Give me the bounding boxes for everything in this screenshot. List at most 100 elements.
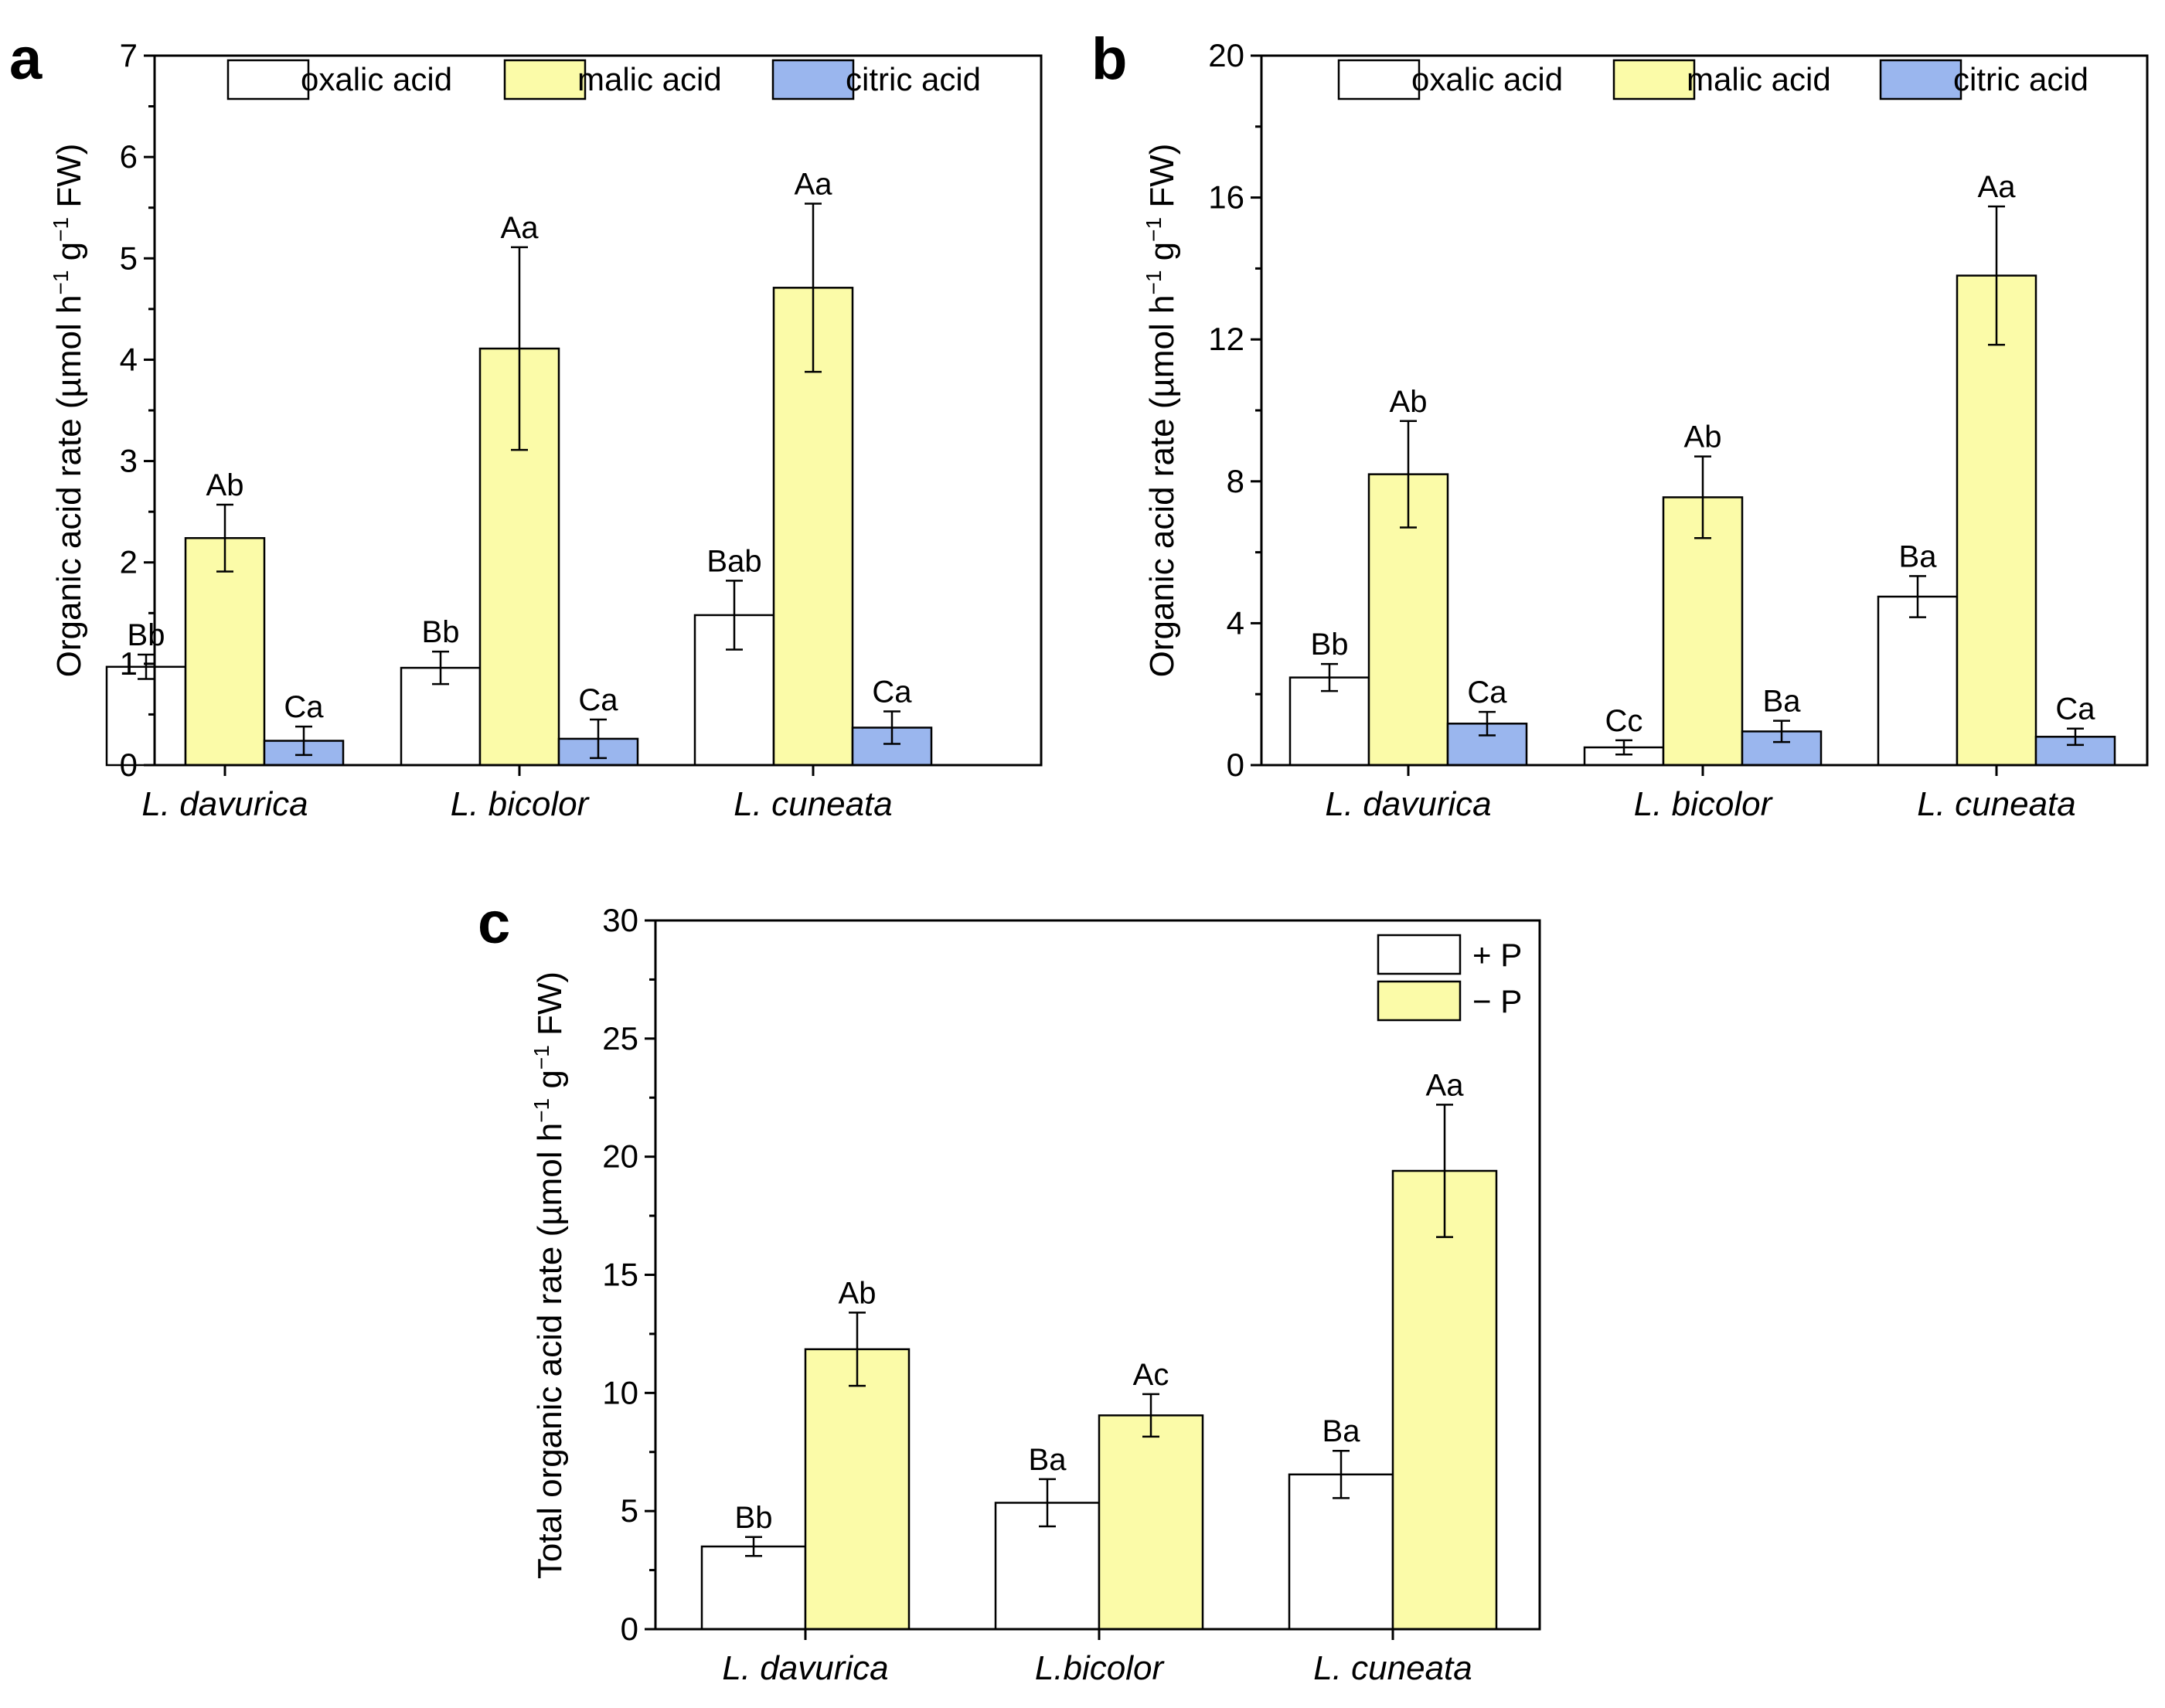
y-axis-title-superscript: −1 xyxy=(1142,217,1166,242)
panel-b-chart: b Bb Cc Ba Ab Ab Aa Ca Ba Ca 0 4 8 12 16 20 L. davurica L… xyxy=(1091,26,2149,823)
y-axis-title-superscript: −1 xyxy=(529,1045,553,1070)
significance-label: Aa xyxy=(501,211,540,245)
significance-label: Ca xyxy=(1467,675,1507,709)
panel-c-chart: c Bb Ba Ba Ab Ac Aa 0 5 10 15 20 25 30 L. davurica L.bi… xyxy=(478,890,1541,1687)
panel-a-chart: a Bb Bb Bab Ab Aa Aa Ca Ca Ca 0 1 2 3 4 5 6 7 L. davurica L… xyxy=(9,26,1043,823)
bar xyxy=(1662,496,1744,767)
legend-label: citric acid xyxy=(846,61,981,97)
x-category-label: L. bicolor xyxy=(1634,785,1774,823)
y-axis-title-part: FW) xyxy=(50,144,88,217)
y-tick-label: 0 xyxy=(621,1611,638,1647)
significance-label: Ba xyxy=(1322,1414,1361,1448)
y-axis-title-superscript: −1 xyxy=(49,270,73,295)
significance-label: Aa xyxy=(1426,1068,1465,1102)
significance-label: Bb xyxy=(1311,628,1349,662)
x-category-label: L. cuneata xyxy=(1313,1649,1472,1687)
legend-swatch xyxy=(226,59,310,100)
bar xyxy=(804,1348,911,1631)
y-axis-title-part: FW) xyxy=(1143,144,1181,217)
significance-label: Ba xyxy=(1899,539,1938,573)
significance-label: Ab xyxy=(1684,420,1722,454)
significance-label: Ac xyxy=(1133,1358,1169,1392)
bar xyxy=(1391,1169,1498,1631)
y-tick-label: 3 xyxy=(120,443,138,479)
panel-letter: c xyxy=(478,890,510,956)
bar xyxy=(700,1545,807,1631)
y-tick-label: 12 xyxy=(1208,321,1244,357)
y-tick-label: 1 xyxy=(120,645,138,682)
y-tick-label: 4 xyxy=(120,341,138,377)
y-axis-title: Organic acid rate (µmol h−1 g−1 FW) xyxy=(1142,144,1181,678)
y-tick-label: 16 xyxy=(1208,179,1244,216)
bar xyxy=(1956,274,2037,767)
x-category-label: L. cuneata xyxy=(734,785,893,823)
y-tick-label: 2 xyxy=(120,544,138,580)
legend-label: citric acid xyxy=(1953,61,2088,97)
y-tick-label: 5 xyxy=(120,240,138,276)
significance-label: Ca xyxy=(284,690,324,724)
legend-label: − P xyxy=(1472,983,1522,1019)
significance-label: Cc xyxy=(1605,704,1643,738)
bar xyxy=(1288,676,1370,767)
significance-label: Aa xyxy=(1978,170,2017,204)
y-tick-label: 6 xyxy=(120,138,138,175)
y-tick-label: 25 xyxy=(602,1020,638,1056)
y-tick-label: 15 xyxy=(602,1257,638,1293)
significance-label: Ab xyxy=(206,468,244,502)
y-axis-title-part: g xyxy=(50,242,88,270)
legend-label: + P xyxy=(1472,937,1522,973)
y-tick-label: 10 xyxy=(602,1374,638,1410)
x-category-label: L. bicolor xyxy=(451,785,591,823)
significance-label: Ba xyxy=(1763,685,1802,719)
significance-label: Ab xyxy=(1390,385,1428,419)
y-axis-title: Organic acid rate (µmol h−1 g−1 FW) xyxy=(49,144,88,678)
panel-letter: a xyxy=(9,26,43,92)
significance-label: Bb xyxy=(422,615,460,649)
x-category-label: L. cuneata xyxy=(1917,785,2076,823)
bar xyxy=(105,665,187,767)
y-axis-title-superscript: −1 xyxy=(529,1098,553,1123)
y-axis-title-part: Total organic acid rate (µmol h xyxy=(531,1123,569,1579)
y-tick-label: 20 xyxy=(1208,37,1244,73)
plot-frame xyxy=(153,54,1043,767)
legend-swatch xyxy=(1337,59,1421,100)
legend-swatch xyxy=(1377,934,1462,975)
bar xyxy=(1098,1414,1204,1631)
x-category-label: L. davurica xyxy=(1325,785,1491,823)
x-category-label: L. davurica xyxy=(722,1649,888,1687)
y-axis-title-part: Organic acid rate (µmol h xyxy=(1143,295,1181,678)
significance-label: Ba xyxy=(1029,1443,1067,1477)
significance-label: Bb xyxy=(128,618,165,652)
significance-label: Ca xyxy=(2055,692,2095,726)
x-category-label: L.bicolor xyxy=(1035,1649,1166,1687)
legend-swatch xyxy=(1377,980,1462,1022)
y-axis-title-part: g xyxy=(1143,242,1181,270)
panel-letter: b xyxy=(1091,26,1127,92)
legend-swatch xyxy=(771,59,855,100)
y-tick-label: 7 xyxy=(120,37,138,73)
significance-label: Ab xyxy=(839,1276,877,1310)
legend-swatch xyxy=(1879,59,1962,100)
legend-swatch xyxy=(503,59,587,100)
y-tick-label: 0 xyxy=(120,747,138,783)
y-axis-title-part: FW) xyxy=(531,971,569,1045)
y-axis-title-superscript: −1 xyxy=(49,217,73,242)
y-axis-title-superscript: −1 xyxy=(1142,270,1166,295)
significance-label: Ca xyxy=(578,683,618,717)
y-tick-label: 8 xyxy=(1227,463,1244,499)
legend-label: oxalic acid xyxy=(1411,61,1563,97)
y-tick-label: 20 xyxy=(602,1138,638,1175)
significance-label: Ca xyxy=(872,675,912,709)
legend-label: malic acid xyxy=(577,61,722,97)
significance-label: Aa xyxy=(795,167,833,201)
y-tick-label: 30 xyxy=(602,902,638,938)
y-tick-label: 4 xyxy=(1227,604,1244,641)
legend-label: malic acid xyxy=(1687,61,1831,97)
legend-swatch xyxy=(1612,59,1696,100)
y-axis-title: Total organic acid rate (µmol h−1 g−1 FW… xyxy=(529,971,569,1579)
significance-label: Bb xyxy=(735,1501,773,1535)
y-axis-title-part: Organic acid rate (µmol h xyxy=(50,295,88,678)
bar xyxy=(1877,595,1959,767)
x-category-label: L. davurica xyxy=(141,785,308,823)
